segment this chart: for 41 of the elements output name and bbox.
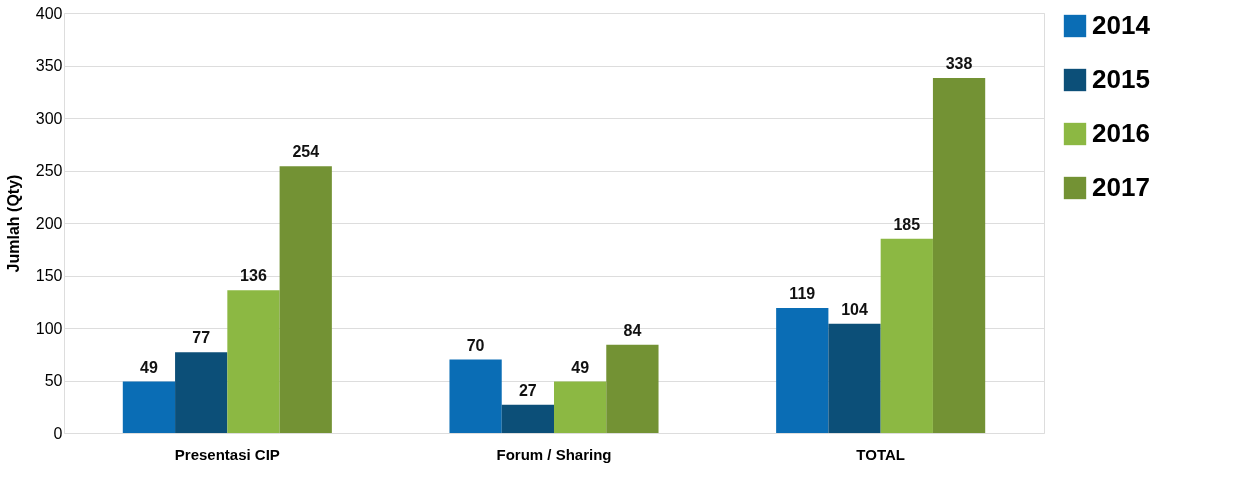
data-label: 49	[140, 358, 158, 376]
bar	[122, 381, 176, 433]
x-tick-label: Presentasi CIP	[174, 445, 280, 463]
data-label: 49	[571, 358, 590, 376]
legend-label: 2014	[1092, 10, 1151, 40]
y-tick-label: 200	[35, 214, 63, 232]
data-label: 136	[240, 267, 267, 285]
y-axis-title: Jumlah (Qty)	[4, 174, 22, 273]
bar	[932, 78, 986, 433]
data-label: 104	[841, 300, 868, 318]
bar	[501, 404, 554, 433]
y-tick-label: 400	[35, 4, 63, 22]
legend-label: 2016	[1092, 118, 1150, 148]
data-label: 254	[292, 143, 320, 161]
bar	[175, 352, 228, 433]
y-tick-label: 350	[35, 57, 63, 74]
bar	[449, 359, 502, 433]
y-tick-label: 0	[53, 424, 63, 442]
data-label: 119	[789, 285, 816, 303]
y-tick-label: 100	[35, 319, 63, 337]
data-label: 185	[893, 215, 921, 233]
y-tick-label: 150	[35, 267, 63, 284]
y-tick-label: 250	[35, 162, 63, 179]
bar	[279, 166, 332, 433]
data-label: 70	[466, 336, 485, 354]
x-tick-label: Forum / Sharing	[496, 445, 612, 463]
bar	[776, 308, 829, 433]
legend-label: 2015	[1092, 64, 1150, 94]
bar	[828, 323, 881, 433]
legend-label: 2017	[1092, 172, 1150, 202]
y-tick-label: 300	[35, 109, 63, 127]
bar	[227, 290, 280, 433]
y-tick-label: 50	[44, 372, 63, 389]
data-label: 27	[518, 381, 537, 399]
bar	[880, 238, 933, 433]
data-label: 77	[192, 329, 211, 347]
data-label: 84	[623, 321, 642, 339]
bar	[554, 381, 607, 433]
data-label: 338	[945, 55, 973, 73]
x-tick-label: TOTAL	[856, 445, 905, 463]
bar	[606, 344, 659, 433]
